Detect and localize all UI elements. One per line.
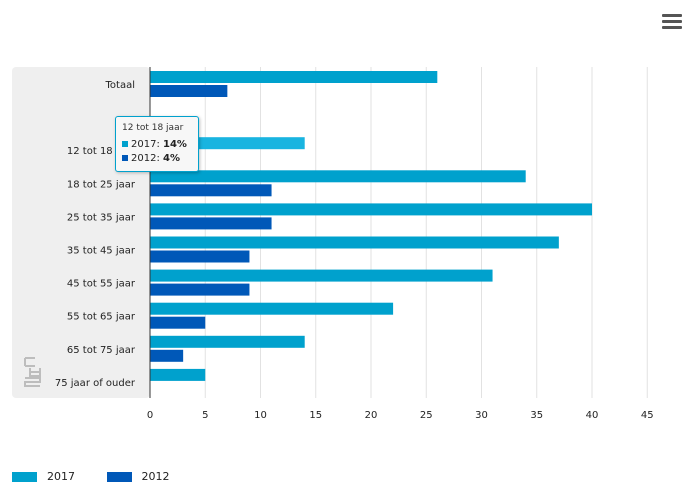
x-tick-label-10: 10 — [254, 410, 267, 421]
grid-lines — [204, 67, 648, 398]
category-label-2: 12 tot 18 jaar — [67, 146, 136, 157]
x-tick-labels: 0 5 10 15 20 25 30 35 40 45 — [147, 410, 654, 421]
bar-2012-0 — [150, 85, 228, 97]
x-tick-label-15: 15 — [309, 410, 322, 421]
bar-2017-9 — [150, 368, 206, 381]
category-label-9: 75 jaar of ouder — [55, 378, 136, 389]
bar-2017-8 — [150, 335, 305, 348]
x-tick-label-0: 0 — [147, 410, 153, 421]
tooltip-label-2017: 2017 — [131, 139, 157, 150]
bar-2017-3 — [150, 170, 526, 183]
bar-2012-4 — [150, 217, 272, 230]
category-label-8: 65 tot 75 jaar — [67, 345, 136, 356]
category-label-4: 25 tot 35 jaar — [67, 212, 136, 223]
bar-2012-3 — [150, 184, 272, 197]
x-tick-label-40: 40 — [586, 410, 599, 421]
tooltip-title: 12 tot 18 jaar — [122, 123, 184, 133]
category-label-3: 18 tot 25 jaar — [67, 179, 136, 190]
x-tick-label-25: 25 — [420, 410, 433, 421]
legend-swatch-2012 — [106, 471, 132, 482]
legend: 2017 2012 — [12, 470, 198, 485]
x-tick-label-35: 35 — [530, 410, 543, 421]
legend-swatch-2017 — [12, 471, 37, 482]
legend-item-2012[interactable]: 2012 — [106, 470, 170, 483]
bar-2017-6 — [150, 269, 493, 282]
tooltip: 12 tot 18 jaar 2017: 14% 2012: 4% — [115, 116, 199, 172]
bars — [150, 71, 592, 381]
tooltip-row-2012: 2012: 4% — [122, 153, 192, 164]
category-label-6: 45 tot 55 jaar — [67, 279, 136, 290]
hamburger-menu-icon[interactable] — [662, 14, 682, 30]
category-label-0: Totaal — [105, 80, 135, 91]
tooltip-swatch-2012 — [122, 155, 128, 161]
bar-2017-4 — [150, 203, 592, 216]
legend-item-2017[interactable]: 2017 — [12, 470, 75, 483]
bar-2017-5 — [150, 236, 559, 249]
bar-2017-7 — [150, 302, 394, 315]
bar-2012-5 — [150, 250, 250, 263]
tooltip-value-2012: 4% — [163, 153, 180, 164]
bar-2017-0 — [150, 71, 438, 83]
x-tick-label-20: 20 — [365, 410, 378, 421]
cbs-logo — [24, 357, 41, 387]
legend-label-2017: 2017 — [47, 470, 75, 483]
tooltip-value-2017: 14% — [163, 139, 187, 150]
tooltip-label-2012: 2012 — [131, 153, 157, 164]
legend-label-2012: 2012 — [141, 470, 170, 483]
tooltip-row-2017: 2017: 14% — [122, 139, 192, 150]
x-tick-label-45: 45 — [641, 410, 654, 421]
x-tick-label-30: 30 — [475, 410, 488, 421]
category-label-7: 55 tot 65 jaar — [67, 312, 136, 323]
category-labels: Totaal 12 tot 18 jaar 18 tot 25 jaar 25 tot… — [55, 80, 136, 389]
bar-2012-6 — [150, 283, 250, 296]
x-tick-label-5: 5 — [202, 410, 208, 421]
bar-2012-7 — [150, 316, 206, 329]
tooltip-swatch-2017 — [122, 141, 128, 147]
bar-2012-8 — [150, 349, 184, 362]
category-label-5: 35 tot 45 jaar — [67, 246, 136, 257]
